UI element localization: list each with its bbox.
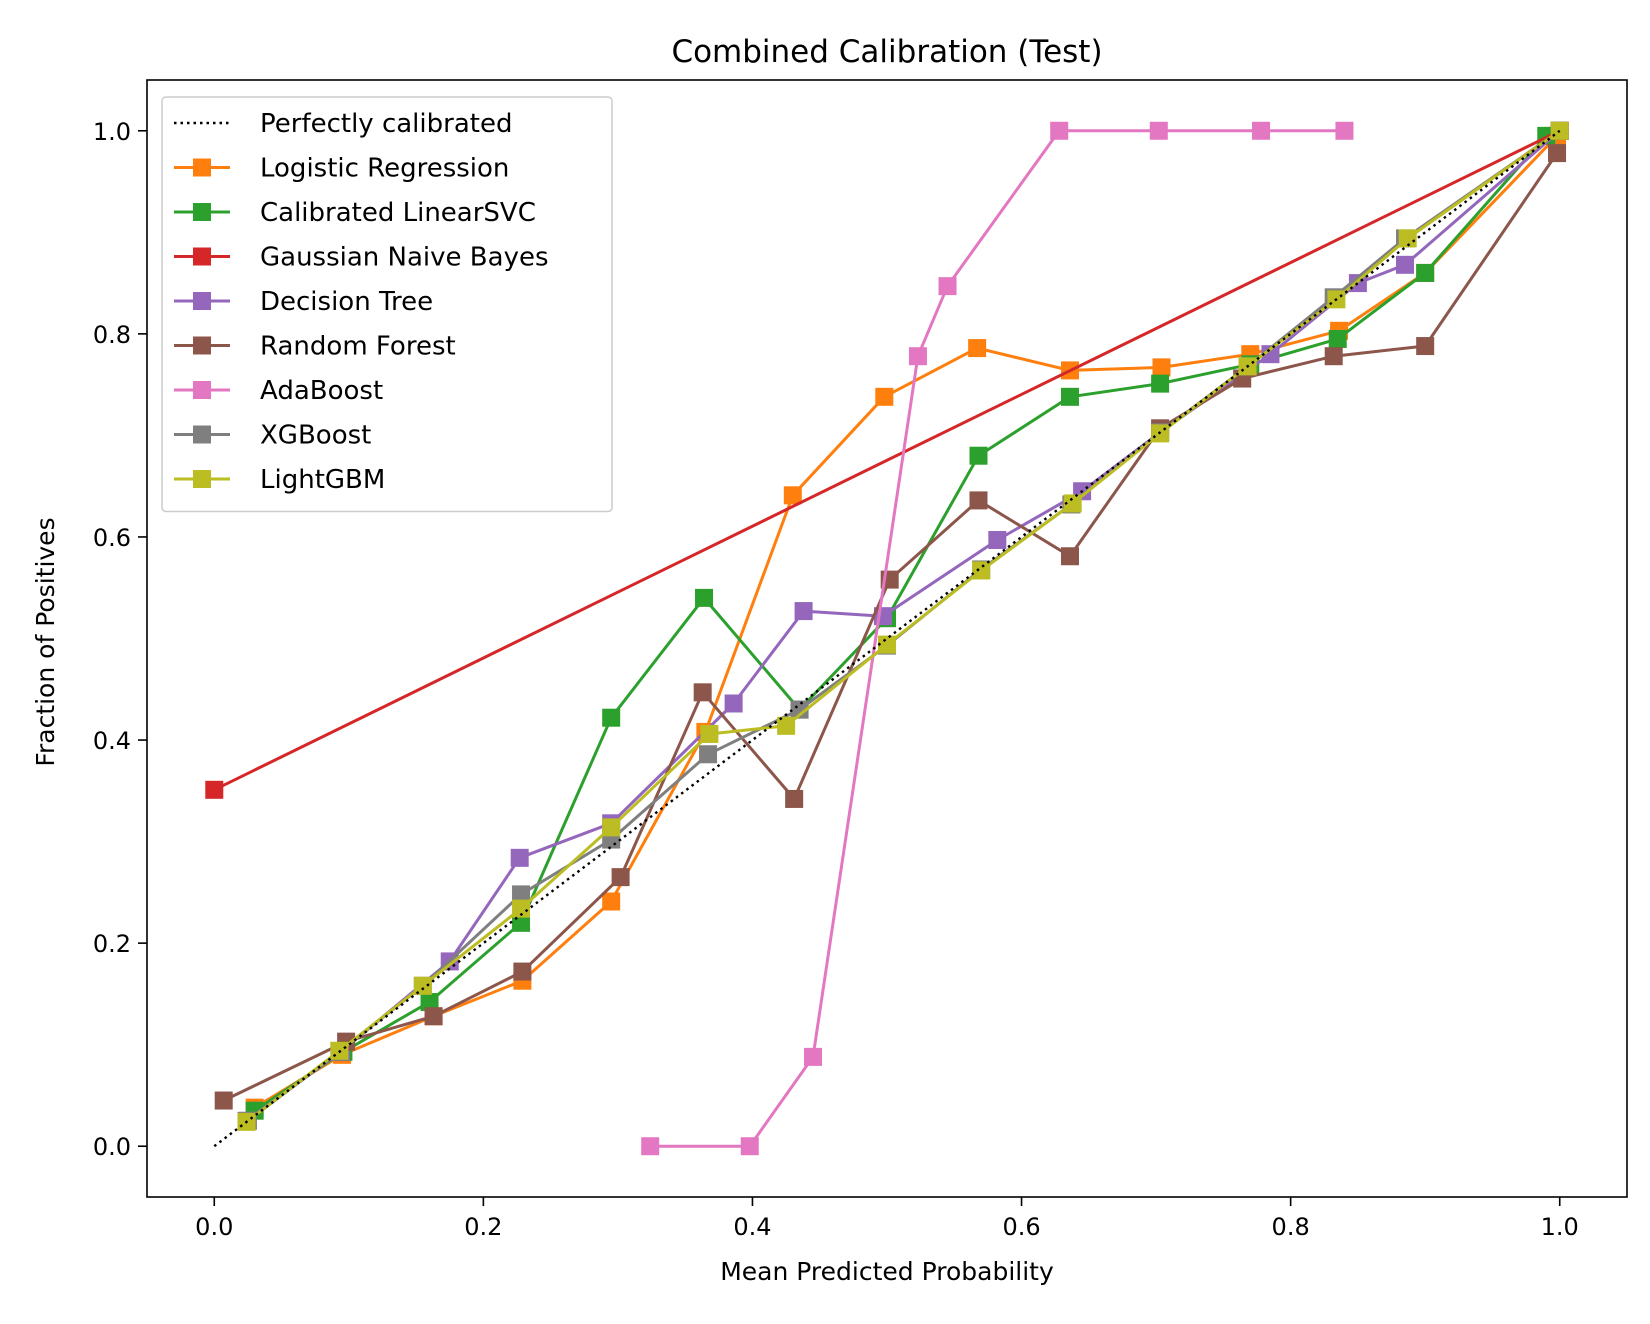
y-axis: 0.0 0.2 0.4 0.6 0.8 1.0 — [93, 118, 147, 1161]
data-point-adaboost — [1050, 121, 1069, 140]
x-tick-label: 0.2 — [464, 1213, 502, 1241]
legend-label-adaboost: AdaBoost — [260, 376, 383, 406]
legend-marker-decision-tree — [193, 292, 211, 310]
y-axis-label: Fraction of Positives — [31, 517, 60, 766]
data-point-decision-tree — [510, 848, 529, 867]
data-point-calibrated-linearsvc — [1151, 374, 1170, 393]
legend-label-perfect: Perfectly calibrated — [260, 109, 512, 139]
y-tick-label: 0.0 — [93, 1133, 131, 1161]
x-tick-label: 0.4 — [733, 1213, 771, 1241]
x-tick-label: 0.0 — [195, 1213, 233, 1241]
data-point-lightgbm — [1398, 229, 1417, 248]
data-point-decision-tree — [1261, 345, 1280, 364]
data-point-random-forest — [1324, 347, 1343, 366]
x-tick-label: 0.6 — [1002, 1213, 1040, 1241]
data-point-random-forest — [1416, 337, 1435, 356]
x-axis-label: Mean Predicted Probability — [720, 1257, 1054, 1286]
data-point-logistic-regression — [968, 339, 987, 358]
legend-box — [161, 96, 613, 513]
data-point-decision-tree — [988, 531, 1007, 550]
legend-marker-xgboost — [193, 425, 211, 444]
data-point-random-forest — [424, 1007, 443, 1026]
data-point-calibrated-linearsvc — [420, 993, 439, 1012]
data-point-lightgbm — [413, 976, 432, 995]
data-point-random-forest — [611, 868, 630, 887]
data-point-random-forest — [513, 962, 532, 981]
y-tick-label: 0.2 — [93, 930, 131, 958]
series-line-gaussian-naive-bayes — [213, 129, 1561, 792]
data-point-logistic-regression — [1152, 358, 1171, 377]
data-point-adaboost — [804, 1047, 822, 1066]
y-tick-label: 0.6 — [93, 524, 131, 552]
data-point-decision-tree — [724, 694, 743, 713]
legend-label-lightgbm: LightGBM — [260, 465, 385, 495]
data-point-random-forest — [1548, 144, 1567, 163]
data-point-lightgbm — [602, 818, 621, 837]
data-point-calibrated-linearsvc — [602, 708, 621, 727]
data-point-logistic-regression — [875, 387, 894, 406]
data-point-xgboost — [699, 745, 718, 764]
data-point-lightgbm — [512, 899, 531, 918]
data-point-random-forest — [214, 1091, 233, 1110]
data-point-lightgbm — [700, 724, 719, 743]
data-point-random-forest — [1060, 547, 1079, 566]
legend-marker-gaussian-naive-bayes — [193, 247, 211, 266]
data-point-calibrated-linearsvc — [695, 588, 714, 607]
plot-area — [205, 121, 1569, 1156]
chart-title: Combined Calibration (Test) — [671, 34, 1102, 70]
data-point-calibrated-linearsvc — [1328, 329, 1347, 348]
data-point-random-forest — [693, 683, 712, 702]
data-point-adaboost — [938, 277, 957, 296]
data-point-logistic-regression — [602, 892, 621, 911]
reference-line-perfect — [213, 129, 1561, 1148]
data-point-lightgbm — [1063, 494, 1082, 513]
data-point-decision-tree — [794, 602, 813, 621]
data-point-lightgbm — [972, 561, 991, 580]
y-tick-label: 0.4 — [93, 727, 131, 755]
legend-marker-calibrated-linearsvc — [193, 203, 211, 221]
data-point-adaboost — [1149, 121, 1168, 140]
x-tick-label: 1.0 — [1541, 1213, 1579, 1241]
data-point-calibrated-linearsvc — [969, 446, 988, 465]
x-axis: 0.0 0.2 0.4 0.6 0.8 1.0 — [195, 1197, 1579, 1241]
data-point-adaboost — [1252, 121, 1271, 140]
legend: Perfectly calibrated Logistic Regression C… — [161, 96, 613, 513]
x-tick-label: 0.8 — [1272, 1213, 1310, 1241]
legend-label-logistic-regression: Logistic Regression — [260, 154, 509, 184]
data-point-gaussian-naive-bayes — [205, 780, 224, 799]
legend-label-decision-tree: Decision Tree — [260, 287, 433, 317]
legend-marker-random-forest — [193, 336, 211, 355]
legend-label-random-forest: Random Forest — [260, 332, 456, 362]
y-tick-label: 1.0 — [93, 118, 131, 146]
data-point-adaboost — [908, 347, 927, 366]
legend-label-gaussian-naive-bayes: Gaussian Naive Bayes — [260, 243, 549, 273]
data-point-adaboost — [740, 1137, 759, 1156]
plot-frame — [146, 79, 1628, 1198]
data-point-calibrated-linearsvc — [1060, 387, 1079, 406]
data-point-lightgbm — [878, 635, 896, 654]
legend-marker-logistic-regression — [193, 158, 211, 177]
data-point-calibrated-linearsvc — [1416, 263, 1435, 282]
data-point-xgboost — [790, 700, 809, 719]
data-point-adaboost — [1335, 121, 1354, 140]
series-adaboost — [641, 121, 1354, 1156]
legend-label-calibrated-linearsvc: Calibrated LinearSVC — [260, 198, 536, 228]
data-point-adaboost — [641, 1137, 660, 1156]
y-tick-label: 0.8 — [93, 321, 131, 349]
data-point-decision-tree — [1396, 255, 1414, 274]
legend-marker-adaboost — [193, 381, 211, 399]
data-point-random-forest — [785, 789, 804, 808]
legend-label-xgboost: XGBoost — [260, 421, 371, 451]
data-point-xgboost — [512, 885, 531, 904]
data-point-logistic-regression — [783, 486, 802, 505]
legend-marker-lightgbm — [193, 470, 211, 488]
data-point-random-forest — [969, 491, 988, 510]
data-point-lightgbm — [777, 716, 796, 735]
